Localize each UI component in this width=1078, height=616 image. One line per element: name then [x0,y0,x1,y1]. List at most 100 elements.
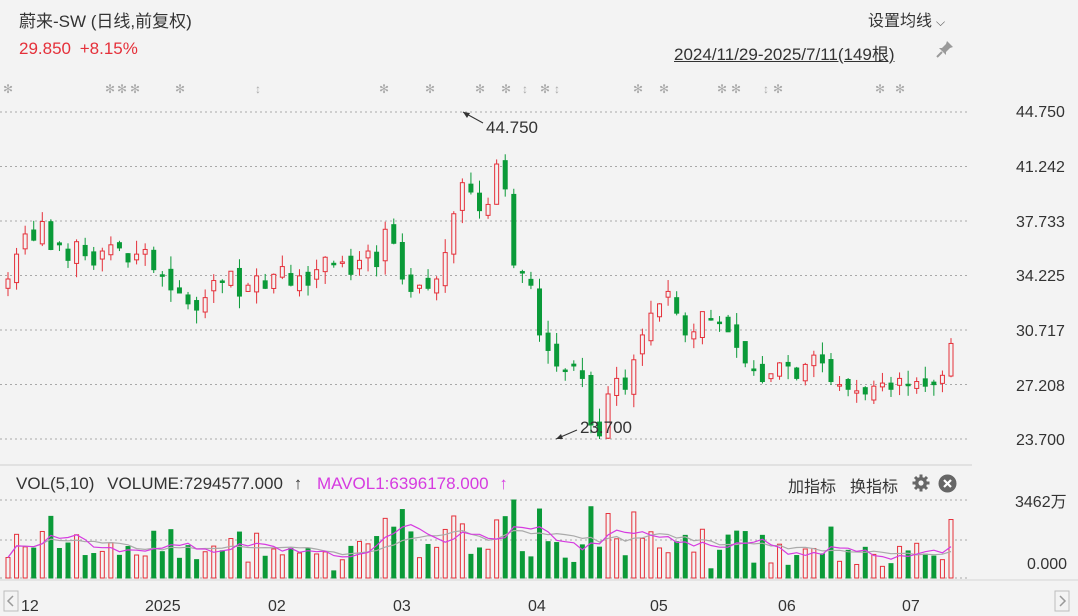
candle-body [588,375,594,426]
event-marker-icon: ✻ [130,82,140,96]
event-marker-icon: ✻ [117,82,127,96]
gear-icon[interactable] [912,474,930,492]
candle-body [657,303,663,318]
candle-body [176,287,182,294]
volume-bar [708,568,714,579]
candle-body [905,383,911,387]
volume-bar [939,559,945,579]
candle-body [897,377,903,386]
volume-bar [854,563,860,579]
switch-indicator-button[interactable]: 换指标 [850,479,899,496]
mavol1-arrow-icon: ↑ [499,474,508,493]
volume-bar [871,553,877,579]
volume-bar [579,544,585,579]
pin-icon[interactable] [936,40,954,58]
volume-bar [168,529,174,579]
candle-body [631,359,637,395]
candle-body [416,284,422,289]
volume-bar [614,538,620,579]
volume-bar [914,542,920,579]
candle-body [108,244,114,256]
volume-bar [699,528,705,579]
chevron-left-icon [6,595,14,607]
candle-body [785,361,791,367]
candle-body [708,318,714,321]
volume-bar [734,530,740,579]
candle-body [245,284,251,292]
x-tick: 04 [528,598,546,615]
candle-body [871,385,877,401]
volume-bar [219,550,225,579]
candle-body [305,271,311,286]
candle-body [699,311,705,339]
event-marker-icon: ✻ [895,82,905,96]
volume-bar [682,534,688,579]
volume-bar [819,553,825,579]
candle-body [537,288,543,336]
volume-bar [794,555,800,579]
scroll-right-button[interactable] [1054,590,1070,612]
volume-bar [554,542,560,579]
volume-axis-max: 3462万 [1015,494,1067,511]
candle-body [648,312,654,342]
price-tick: 41.242 [1016,159,1065,176]
candle-body [451,213,457,255]
volume-bar [236,531,242,579]
candle-body [271,273,277,289]
candle-body [434,278,440,294]
volume-bar [31,547,37,579]
event-marker-icon: ✻ [540,82,550,96]
volume-bar [451,515,457,579]
event-marker-icon: ✻ [105,82,115,96]
candle-body [22,233,28,250]
price-tick: 30.717 [1016,323,1065,340]
candle-body [459,182,465,211]
volume-bar [528,556,534,579]
volume-bar [185,545,191,579]
volume-bar [339,559,345,579]
volume-bar [91,553,97,579]
volume-bar [288,547,294,579]
candle-body [374,251,380,268]
candle-body [279,266,285,278]
candle-body [811,354,817,367]
volume-bar [399,509,405,579]
candle-body [365,250,371,259]
event-markers: ✻ ✻ ✻ ✻ ✻ ↕ ✻ ✻ ✻ ✻ ↕ ✻ ↕ ✻ ✻ ✻ ✻ ↕ ✻ ✻ ✻ [3,82,905,96]
candle-body [922,378,928,387]
event-marker-icon: ✻ [425,82,435,96]
candle-body [134,253,140,261]
volume-bar [879,565,885,579]
volume-bar [691,551,697,579]
volume-bar [674,541,680,579]
low-label: 23.700 [580,418,632,437]
volume-bar [314,553,320,579]
event-marker-icon: ✻ [3,82,13,96]
x-tick: 2025 [145,598,181,615]
date-range-link[interactable]: 2024/11/29-2025/7/11(149根) [674,45,895,64]
volume-bar [125,546,131,579]
volume-bar [562,557,568,579]
add-indicator-button[interactable]: 加指标 [788,479,837,496]
candle-body [691,331,697,340]
volume-bar [22,546,28,579]
volume-bar [425,543,431,579]
candle-body [228,270,234,286]
candle-body [751,368,757,372]
ma-setting-button[interactable]: 设置均线 ⌵ [868,7,945,31]
x-axis: 12 2025 02 03 04 05 06 07 [21,598,920,615]
candle-body [794,367,800,379]
volume-bar [348,545,354,579]
candle-body [494,163,500,205]
volume-bar [537,508,543,579]
scroll-left-button[interactable] [3,590,19,612]
event-marker-icon: ↕ [255,82,261,96]
volume-bar [648,531,654,579]
volume-bar [665,552,671,579]
close-icon[interactable] [938,474,957,493]
volume-bar [657,547,663,579]
candle-body [339,261,345,264]
volume-bar [494,519,500,579]
candle-body [151,249,157,271]
